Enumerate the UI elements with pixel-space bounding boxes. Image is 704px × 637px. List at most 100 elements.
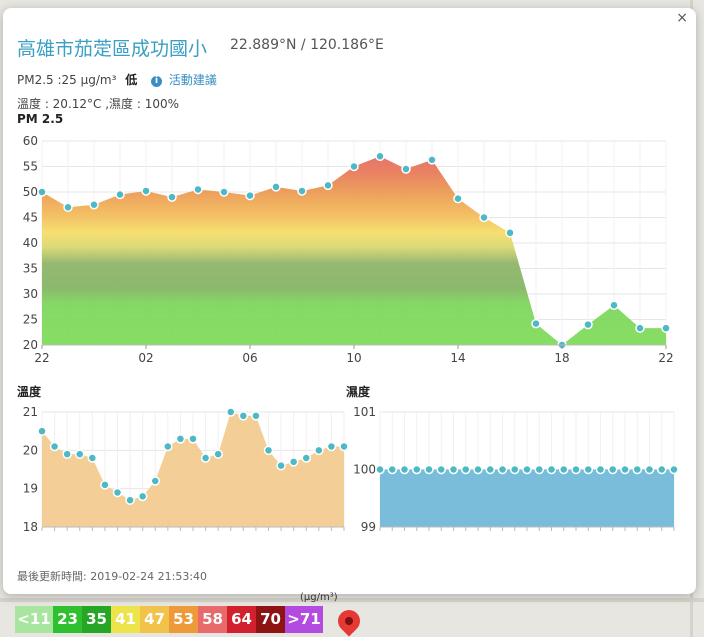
data-point	[485, 464, 495, 475]
x-tick-label: 02	[138, 351, 153, 365]
temp-chart-title: 溫度	[17, 385, 42, 399]
data-point	[297, 186, 307, 196]
station-title: 高雄市茄萣區成功國小	[17, 38, 208, 60]
data-point	[583, 319, 593, 330]
data-point	[559, 464, 569, 475]
close-icon[interactable]: ×	[676, 10, 688, 26]
x-tick-label: 22	[658, 351, 673, 365]
data-point	[323, 180, 333, 191]
data-point	[193, 184, 203, 195]
data-point	[141, 186, 151, 196]
y-tick-label: 40	[23, 236, 38, 250]
y-tick-label: 50	[23, 185, 38, 199]
data-point	[326, 441, 337, 452]
data-point	[522, 464, 532, 475]
data-point	[339, 441, 349, 452]
data-point	[448, 464, 459, 475]
data-point	[669, 464, 679, 475]
data-point	[505, 228, 515, 238]
data-point	[531, 318, 541, 329]
data-point	[200, 453, 211, 463]
data-point	[219, 187, 229, 197]
x-tick-label: 14	[450, 351, 465, 365]
legend-item: 64	[227, 606, 256, 633]
data-point	[546, 464, 557, 475]
data-point	[301, 453, 311, 463]
data-point	[75, 449, 85, 459]
data-point	[276, 460, 286, 471]
data-point	[657, 464, 667, 475]
data-point	[479, 212, 489, 223]
y-tick-label: 55	[23, 160, 38, 174]
legend-item: 35	[82, 606, 111, 633]
data-point	[37, 187, 47, 197]
y-tick-label: 30	[23, 287, 38, 301]
temperature-chart: 18 19 20 21	[23, 405, 349, 534]
data-point	[461, 464, 471, 475]
data-point	[609, 300, 619, 310]
y-tick-label: 60	[23, 134, 38, 148]
area-series	[42, 412, 344, 527]
data-point	[436, 464, 446, 475]
legend-item: 53	[169, 606, 198, 633]
y-tick-label: 45	[23, 211, 38, 225]
y-tick-label: 21	[23, 405, 38, 419]
data-point	[401, 164, 411, 174]
data-point	[112, 487, 123, 498]
y-tick-label: 20	[23, 443, 38, 457]
data-point	[167, 192, 177, 202]
last-updated: 最後更新時間: 2019-02-24 21:53:40	[17, 570, 208, 583]
data-point	[49, 441, 60, 452]
data-point	[534, 464, 544, 475]
data-point	[89, 200, 99, 210]
legend-item: >71	[285, 606, 323, 633]
map-road	[0, 598, 704, 602]
y-tick-label: 101	[353, 405, 376, 419]
legend-item: <11	[15, 606, 53, 633]
y-tick-label: 99	[361, 520, 376, 534]
x-tick-label: 22	[34, 351, 49, 365]
pm-summary: PM2.5 :25 μg/m³ 低 i 活動建議	[17, 71, 217, 88]
data-point	[226, 407, 236, 417]
data-point	[375, 464, 385, 475]
data-point	[163, 441, 173, 452]
data-point	[238, 411, 249, 421]
data-point	[632, 464, 642, 475]
data-point	[100, 480, 110, 490]
data-point	[251, 411, 261, 421]
data-point	[349, 161, 359, 172]
pm-value: PM2.5 :25 μg/m³	[17, 73, 117, 87]
data-point	[453, 193, 463, 204]
station-coords: 22.889°N / 120.186°E	[230, 37, 384, 53]
data-point	[87, 453, 98, 463]
info-icon[interactable]: i	[151, 76, 163, 87]
data-point	[150, 476, 160, 486]
legend-unit: (μg/m³)	[300, 592, 338, 603]
data-point	[245, 190, 255, 201]
x-tick-label: 18	[554, 351, 569, 365]
data-point	[620, 464, 630, 475]
pm-legend: <11 23 35 41 47 53 58 64 70 >71	[15, 606, 323, 633]
legend-item: 47	[140, 606, 169, 633]
y-tick-label: 35	[23, 262, 38, 276]
temp-humidity-readout: 溫度 : 20.12°C ,濕度 : 100%	[17, 97, 180, 111]
data-point	[263, 445, 274, 456]
data-point	[427, 155, 437, 165]
data-point	[115, 189, 125, 200]
data-point	[137, 491, 148, 502]
data-point	[473, 464, 483, 475]
data-point	[288, 457, 299, 467]
area-series	[380, 469, 674, 527]
data-point	[314, 445, 324, 456]
data-point	[412, 464, 422, 475]
data-point	[387, 464, 397, 475]
data-point	[37, 426, 47, 436]
data-point	[571, 464, 581, 475]
activity-advice-link[interactable]: 活動建議	[168, 73, 217, 87]
data-point	[125, 495, 135, 505]
data-point	[375, 151, 385, 162]
data-point	[213, 449, 223, 459]
data-point	[399, 464, 410, 475]
data-point	[497, 464, 508, 475]
pm-level: 低	[125, 73, 138, 87]
